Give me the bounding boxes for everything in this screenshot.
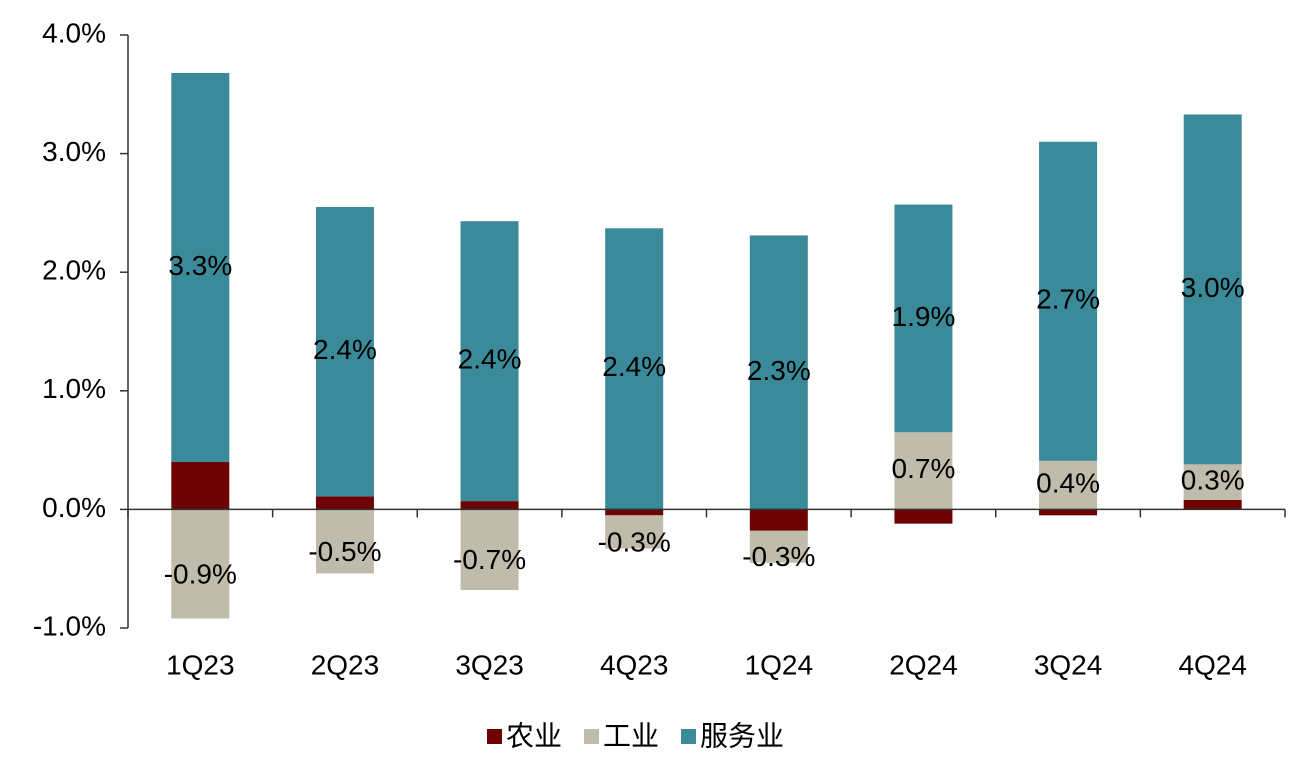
data-label: 0.3% [1181, 465, 1245, 496]
x-tick-label: 4Q24 [1178, 649, 1247, 680]
bar-segment [315, 206, 374, 497]
bar-segment [171, 461, 230, 510]
y-tick-label: -1.0% [33, 610, 106, 641]
bar-segment [894, 204, 953, 433]
legend-label: 农业 [506, 720, 562, 751]
bar-segment [894, 509, 953, 524]
legend-swatch [584, 729, 600, 744]
data-label: -0.7% [453, 544, 526, 575]
bar-segment [171, 72, 230, 462]
bar-segment [1183, 464, 1242, 500]
data-label: 2.3% [747, 355, 811, 386]
bar-segment [605, 228, 664, 510]
bar-segment [749, 530, 808, 563]
bar-segment [1183, 499, 1242, 510]
data-label: 3.0% [1181, 272, 1245, 303]
x-tick-label: 2Q23 [311, 649, 380, 680]
bar-segment [171, 509, 230, 619]
bar-segment [605, 509, 664, 516]
bar-segment [894, 432, 953, 510]
data-label: -0.3% [742, 541, 815, 572]
bar-segment [1039, 460, 1098, 510]
legend-swatch [487, 729, 502, 744]
data-label: -0.5% [308, 536, 381, 567]
bar-segment [749, 509, 808, 531]
bar-segment [1039, 509, 1098, 516]
legend-label: 工业 [603, 720, 659, 751]
y-tick-label: 4.0% [42, 17, 106, 48]
legend-label: 服务业 [700, 720, 784, 751]
x-tick-label: 2Q24 [889, 649, 958, 680]
data-label: 0.7% [892, 453, 956, 484]
y-tick-label: 2.0% [42, 255, 106, 286]
data-label: 0.4% [1036, 467, 1100, 498]
data-label: -0.9% [164, 558, 237, 589]
bar-segment [605, 515, 664, 549]
y-tick-label: 3.0% [42, 136, 106, 167]
bar-segment [1183, 114, 1242, 465]
y-tick-label: 1.0% [42, 373, 106, 404]
data-label: 1.9% [892, 301, 956, 332]
y-tick-label: 0.0% [42, 492, 106, 523]
bar-segment [749, 235, 808, 510]
bar-segment [460, 501, 519, 510]
x-tick-label: 4Q23 [600, 649, 669, 680]
bar-segment [460, 509, 519, 591]
bar-segment [315, 496, 374, 510]
x-tick-label: 3Q23 [455, 649, 524, 680]
data-label: 2.7% [1036, 284, 1100, 315]
data-label: 2.4% [313, 334, 377, 365]
data-label: 3.3% [168, 250, 232, 281]
bar-segment [1039, 141, 1098, 461]
data-label: 2.4% [602, 351, 666, 382]
x-tick-label: 1Q24 [745, 649, 814, 680]
legend-swatch [681, 729, 697, 744]
data-label: -0.3% [598, 526, 671, 557]
bar-segment [460, 221, 519, 502]
bar-segment [315, 509, 374, 574]
x-tick-label: 3Q24 [1034, 649, 1103, 680]
data-label: 2.4% [458, 344, 522, 375]
x-tick-label: 1Q23 [166, 649, 235, 680]
